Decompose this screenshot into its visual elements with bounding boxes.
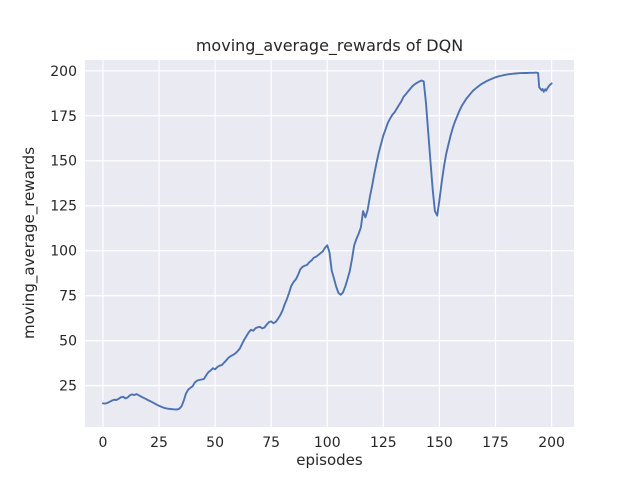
y-tick-label: 75 xyxy=(59,289,77,305)
y-tick-label: 25 xyxy=(59,379,77,395)
y-axis-label: moving_average_rewards xyxy=(20,146,38,340)
y-tick-label: 200 xyxy=(50,64,77,80)
y-tick-label: 125 xyxy=(50,199,77,215)
y-tick-label: 150 xyxy=(50,154,77,170)
x-tick-label: 125 xyxy=(370,435,397,451)
y-tick-label: 50 xyxy=(59,334,77,350)
x-tick-label: 150 xyxy=(426,435,453,451)
x-tick-label: 100 xyxy=(314,435,341,451)
x-tick-label: 0 xyxy=(98,435,107,451)
axes-background xyxy=(85,60,574,427)
x-tick-label: 50 xyxy=(206,435,224,451)
x-tick-label: 175 xyxy=(482,435,509,451)
x-tick-label: 25 xyxy=(150,435,168,451)
chart-title: moving_average_rewards of DQN xyxy=(195,36,464,55)
y-tick-label: 175 xyxy=(50,109,77,125)
dqn-reward-line xyxy=(101,71,553,411)
x-tick-label: 75 xyxy=(262,435,280,451)
x-tick-label: 200 xyxy=(538,435,565,451)
y-tick-label: 100 xyxy=(50,244,77,260)
x-axis-label: episodes xyxy=(296,451,363,469)
